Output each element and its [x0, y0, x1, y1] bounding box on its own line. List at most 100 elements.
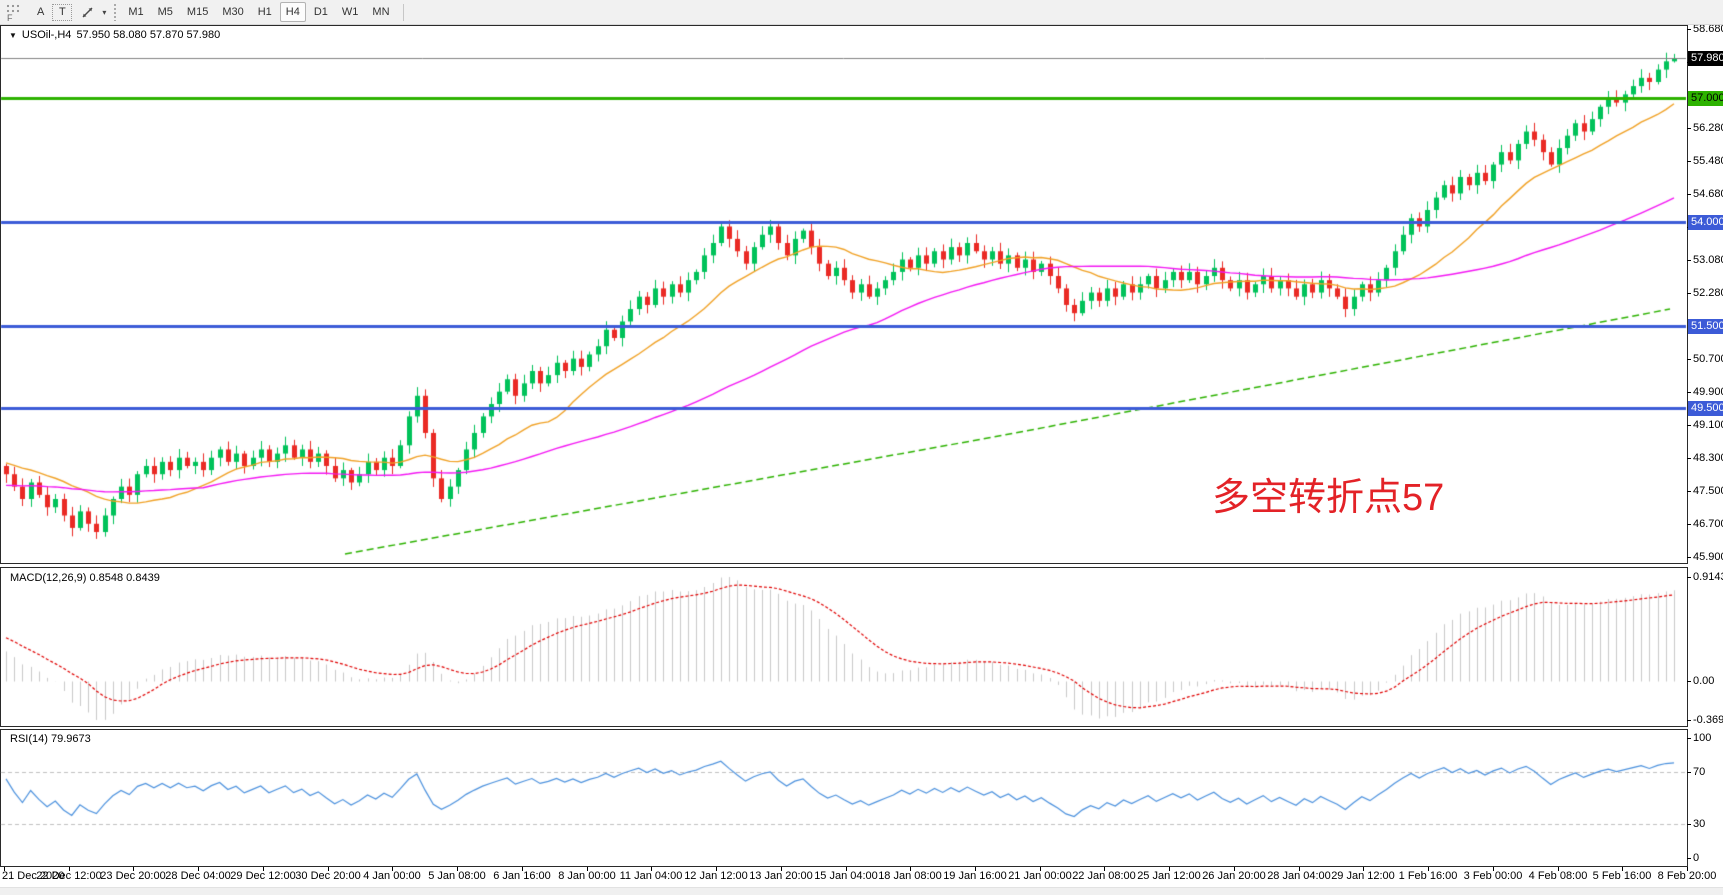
time-tick — [133, 867, 134, 871]
rsi-tick-label: 70 — [1693, 766, 1706, 778]
toolbar-grip-icon[interactable]: F — [5, 3, 22, 22]
chart-title[interactable]: ▼ USOil-,H4 57.950 58.080 57.870 57.980 — [7, 29, 223, 41]
timeframe-button-m1[interactable]: M1 — [122, 2, 149, 22]
toolbar-separator — [114, 3, 117, 21]
price-tick-label: 50.700 — [1693, 353, 1723, 365]
time-tick — [4, 867, 5, 871]
time-axis-label: 21 Dec 2020 — [2, 870, 65, 882]
price-tick — [1687, 524, 1691, 525]
grip-dots-icon: F — [6, 4, 20, 22]
timeframe-button-m30[interactable]: M30 — [216, 2, 249, 22]
time-tick — [1363, 867, 1364, 871]
price-tick — [1687, 359, 1691, 360]
price-tick-label: 53.080 — [1693, 254, 1723, 266]
rsi-tick-label: 100 — [1693, 732, 1712, 744]
price-tick-label: 58.680 — [1693, 23, 1723, 35]
time-axis-label: 18 Jan 08:00 — [878, 870, 942, 882]
time-tick — [69, 867, 70, 871]
textbox-tool-button[interactable]: T — [52, 3, 73, 21]
time-tick — [781, 867, 782, 871]
rsi-label: RSI(14) 79.9673 — [8, 733, 93, 745]
time-tick — [198, 867, 199, 871]
time-tick — [975, 867, 976, 871]
rsi-tick — [1687, 772, 1691, 773]
price-tick — [1687, 260, 1691, 261]
time-axis-label: 8 Jan 00:00 — [558, 870, 616, 882]
price-tick — [1687, 491, 1691, 492]
rsi-tick-label: 30 — [1693, 818, 1706, 830]
price-tick-label: 47.500 — [1693, 485, 1723, 497]
price-tick-label: 55.480 — [1693, 155, 1723, 167]
price-tick — [1687, 392, 1691, 393]
text-tool-button[interactable]: A — [31, 2, 50, 22]
time-tick — [1234, 867, 1235, 871]
time-axis-label: 8 Feb 20:00 — [1657, 870, 1717, 882]
macd-tick — [1687, 720, 1691, 721]
price-tick — [1687, 194, 1691, 195]
rsi-tick — [1687, 738, 1691, 739]
price-tick — [1687, 161, 1691, 162]
chart-symbol-period: USOil-,H4 — [21, 29, 72, 41]
timeframe-button-w1[interactable]: W1 — [336, 2, 365, 22]
timeframe-button-m15[interactable]: M15 — [181, 2, 214, 22]
time-tick — [1622, 867, 1623, 871]
macd-tick-label: 0.9143 — [1693, 571, 1723, 583]
time-tick — [846, 867, 847, 871]
price-tick-label: 49.900 — [1693, 386, 1723, 398]
toolbar-separator-2 — [402, 3, 404, 21]
level-price-badge: 51.500 — [1688, 319, 1723, 334]
timeframe-toolbar: M1 M5 M15 M30 H1 H4 D1 W1 MN — [121, 2, 396, 22]
time-axis-label: 15 Jan 04:00 — [814, 870, 878, 882]
time-axis-label: 1 Feb 16:00 — [1398, 870, 1458, 882]
macd-tick — [1687, 577, 1691, 578]
time-axis-label: 25 Jan 12:00 — [1137, 870, 1201, 882]
time-axis-label: 21 Jan 00:00 — [1008, 870, 1072, 882]
macd-tick-label: -0.3693 — [1693, 714, 1723, 726]
time-tick — [1169, 867, 1170, 871]
timeframe-button-h1[interactable]: H1 — [252, 2, 278, 22]
price-tick-label: 48.300 — [1693, 452, 1723, 464]
time-tick — [1104, 867, 1105, 871]
price-tick — [1687, 29, 1691, 30]
timeframe-button-mn[interactable]: MN — [366, 2, 395, 22]
chart-dropdown-icon[interactable]: ▼ — [9, 30, 17, 40]
time-tick — [910, 867, 911, 871]
time-tick — [651, 867, 652, 871]
price-tick-label: 46.700 — [1693, 518, 1723, 530]
time-tick — [1493, 867, 1494, 871]
timeframe-button-h4[interactable]: H4 — [279, 2, 306, 22]
chart-ohlc-values: 57.950 58.080 57.870 57.980 — [76, 29, 221, 41]
time-tick — [1558, 867, 1559, 871]
time-axis-label: 4 Feb 08:00 — [1528, 870, 1588, 882]
time-axis-label: 26 Jan 20:00 — [1202, 870, 1266, 882]
time-axis-label: 12 Jan 12:00 — [684, 870, 748, 882]
time-tick — [1040, 867, 1041, 871]
annotation-text: 多空转折点57 — [1212, 477, 1445, 519]
diagonal-arrows-icon — [82, 7, 93, 17]
timeframe-button-m5[interactable]: M5 — [152, 2, 179, 22]
price-tick — [1687, 425, 1691, 426]
time-axis-label: 23 Dec 20:00 — [100, 870, 166, 882]
time-axis-label: 5 Feb 16:00 — [1592, 870, 1652, 882]
time-axis-label: 4 Jan 00:00 — [363, 870, 421, 882]
price-tick — [1687, 458, 1691, 459]
rsi-tick — [1687, 824, 1691, 825]
current-price-badge: 57.980 — [1688, 51, 1723, 66]
chevron-down-icon[interactable]: ▾ — [102, 7, 107, 17]
price-tick-label: 45.900 — [1693, 551, 1723, 563]
time-axis-label: 29 Jan 12:00 — [1331, 870, 1395, 882]
time-axis-label: 6 Jan 16:00 — [493, 870, 551, 882]
macd-tick-label: 0.00 — [1693, 675, 1715, 687]
timeframe-button-d1[interactable]: D1 — [308, 2, 334, 22]
time-axis-label: 13 Jan 20:00 — [749, 870, 813, 882]
price-tick — [1687, 128, 1691, 129]
macd-tick — [1687, 681, 1691, 682]
time-tick — [587, 867, 588, 871]
level-price-badge: 54.000 — [1688, 215, 1723, 230]
time-axis-label: 22 Jan 08:00 — [1072, 870, 1136, 882]
cursor-mode-button[interactable] — [74, 2, 101, 22]
time-axis-label: 3 Feb 00:00 — [1463, 870, 1523, 882]
price-tick — [1687, 557, 1691, 558]
time-tick — [457, 867, 458, 871]
